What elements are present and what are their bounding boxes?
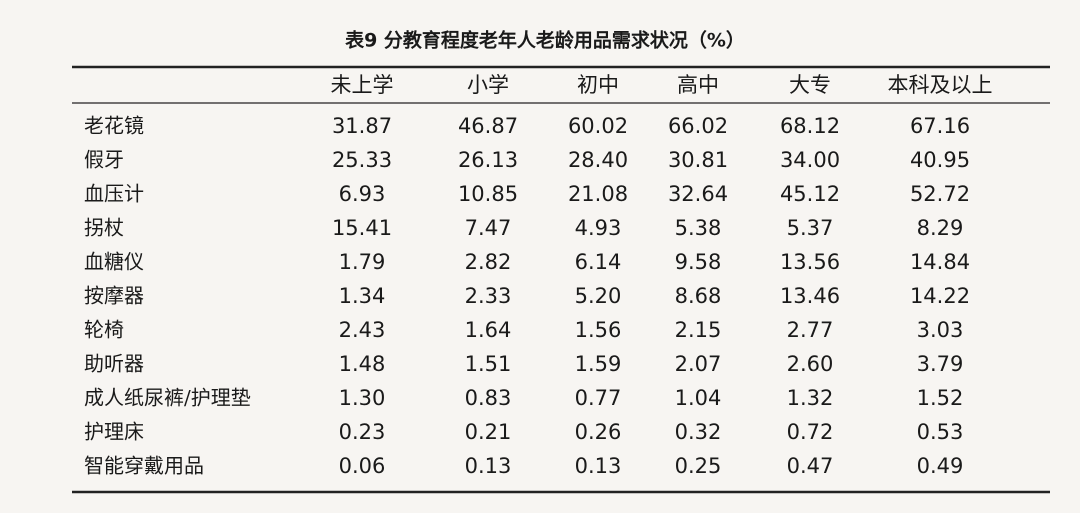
table-cell: 68.12 (780, 114, 840, 138)
table-cell: 4.93 (575, 216, 622, 240)
column-header: 小学 (467, 73, 509, 97)
table-cell: 9.58 (675, 250, 722, 274)
table-cell: 0.72 (787, 420, 834, 444)
table-cell: 14.84 (910, 250, 970, 274)
table-cell: 5.20 (575, 284, 622, 308)
table-cell: 0.26 (575, 420, 622, 444)
table-cell: 1.64 (465, 318, 512, 342)
table-cell: 0.83 (465, 386, 512, 410)
table-cell: 3.79 (917, 352, 964, 376)
row-label: 拐杖 (84, 216, 124, 240)
table-cell: 25.33 (332, 148, 392, 172)
table-cell: 52.72 (910, 182, 970, 206)
table-cell: 0.32 (675, 420, 722, 444)
row-label: 助听器 (84, 352, 144, 376)
table-cell: 6.14 (575, 250, 622, 274)
row-label: 成人纸尿裤/护理垫 (84, 386, 251, 410)
table-cell: 2.77 (787, 318, 834, 342)
table-cell: 1.79 (339, 250, 386, 274)
table-cell: 2.07 (675, 352, 722, 376)
table-cell: 0.49 (917, 454, 964, 478)
table-cell: 14.22 (910, 284, 970, 308)
table-cell: 21.08 (568, 182, 628, 206)
table-cell: 1.59 (575, 352, 622, 376)
table-cell: 2.33 (465, 284, 512, 308)
table-cell: 45.12 (780, 182, 840, 206)
table-cell: 26.13 (458, 148, 518, 172)
table-cell: 5.37 (787, 216, 834, 240)
table-cell: 0.06 (339, 454, 386, 478)
row-label: 假牙 (84, 148, 124, 172)
table-cell: 40.95 (910, 148, 970, 172)
column-header: 高中 (677, 73, 719, 97)
table-cell: 13.46 (780, 284, 840, 308)
table-cell: 1.30 (339, 386, 386, 410)
table-cell: 67.16 (910, 114, 970, 138)
table-cell: 1.32 (787, 386, 834, 410)
table-cell: 60.02 (568, 114, 628, 138)
table-title: 表9 分教育程度老年人老龄用品需求状况（%） (345, 29, 745, 52)
row-label: 护理床 (84, 420, 144, 444)
column-header: 未上学 (331, 73, 394, 97)
table-cell: 0.13 (575, 454, 622, 478)
row-label: 按摩器 (84, 284, 144, 308)
table-cell: 0.53 (917, 420, 964, 444)
row-label: 轮椅 (84, 318, 124, 342)
table-cell: 0.47 (787, 454, 834, 478)
table-cell: 1.48 (339, 352, 386, 376)
table-cell: 0.13 (465, 454, 512, 478)
table-cell: 31.87 (332, 114, 392, 138)
column-header: 大专 (789, 73, 831, 97)
table-cell: 13.56 (780, 250, 840, 274)
row-label: 血压计 (84, 182, 144, 206)
table-cell: 0.23 (339, 420, 386, 444)
row-label: 智能穿戴用品 (84, 454, 204, 478)
table-cell: 30.81 (668, 148, 728, 172)
row-label: 老花镜 (84, 114, 144, 138)
table-cell: 2.82 (465, 250, 512, 274)
table-cell: 66.02 (668, 114, 728, 138)
table-cell: 1.56 (575, 318, 622, 342)
table-cell: 8.29 (917, 216, 964, 240)
table-cell: 7.47 (465, 216, 512, 240)
table-cell: 46.87 (458, 114, 518, 138)
table-cell: 34.00 (780, 148, 840, 172)
row-label: 血糖仪 (84, 250, 144, 274)
table-cell: 5.38 (675, 216, 722, 240)
table-cell: 1.04 (675, 386, 722, 410)
table-cell: 28.40 (568, 148, 628, 172)
column-header: 初中 (577, 73, 619, 97)
table-cell: 1.51 (465, 352, 512, 376)
table-cell: 10.85 (458, 182, 518, 206)
table-cell: 8.68 (675, 284, 722, 308)
table-cell: 0.25 (675, 454, 722, 478)
column-header: 本科及以上 (888, 73, 993, 97)
table-cell: 32.64 (668, 182, 728, 206)
table-cell: 0.21 (465, 420, 512, 444)
table-cell: 3.03 (917, 318, 964, 342)
table-cell: 2.15 (675, 318, 722, 342)
table-cell: 1.52 (917, 386, 964, 410)
table-cell: 15.41 (332, 216, 392, 240)
table-cell: 2.43 (339, 318, 386, 342)
table-cell: 2.60 (787, 352, 834, 376)
table-cell: 0.77 (575, 386, 622, 410)
table-cell: 1.34 (339, 284, 386, 308)
table-cell: 6.93 (339, 182, 386, 206)
